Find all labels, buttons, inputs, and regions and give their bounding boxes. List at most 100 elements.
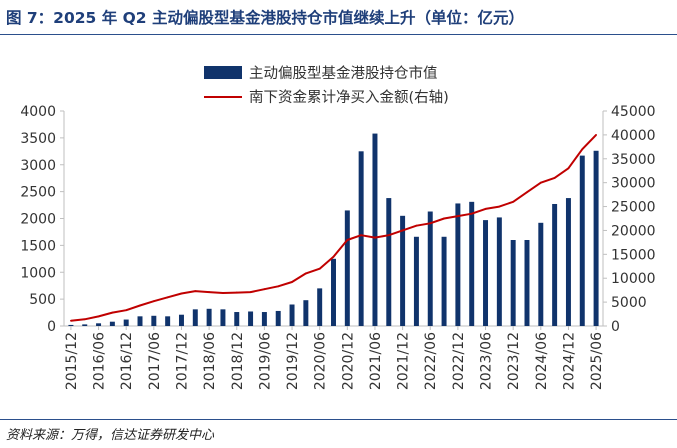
bar <box>344 210 350 326</box>
bar <box>261 312 267 326</box>
line-series <box>70 133 597 322</box>
x-tick-label: 2021/12 <box>396 332 412 390</box>
y-left-tick-label: 4000 <box>20 104 56 120</box>
line-point <box>470 212 473 215</box>
bar <box>317 288 323 326</box>
bar <box>483 220 489 326</box>
line-point <box>332 255 335 258</box>
line-point <box>249 291 252 293</box>
bar <box>248 311 254 326</box>
x-tick-label: 2018/12 <box>230 332 246 390</box>
bar <box>593 150 599 326</box>
line-point <box>235 291 238 294</box>
line-point <box>346 239 349 241</box>
x-tick-label: 2019/12 <box>285 332 301 390</box>
x-tick-label: 2018/06 <box>202 332 218 390</box>
line-point <box>222 292 224 294</box>
line-point <box>539 181 542 184</box>
line-point <box>139 304 141 307</box>
line-point <box>263 288 266 291</box>
bar <box>220 309 226 326</box>
bar <box>331 258 336 326</box>
x-tick-label: 2015/12 <box>64 332 80 390</box>
bar <box>400 215 406 326</box>
title-rule <box>0 34 677 35</box>
y-right-tick-label: 40000 <box>611 128 656 144</box>
axes: 0500100015002000250030003500400005000100… <box>20 104 655 390</box>
y-left-tick-label: 2500 <box>20 185 56 201</box>
line-point <box>581 148 584 151</box>
y-right-tick-label: 45000 <box>611 104 656 120</box>
bar <box>579 155 585 326</box>
line-point <box>152 300 155 303</box>
x-tick-label: 2017/06 <box>147 332 163 390</box>
bar <box>275 310 281 326</box>
line-point <box>70 319 72 322</box>
bar <box>552 203 558 326</box>
legend: 主动偏股型基金港股持仓市值 南下资金累计净买入金额(右轴) <box>204 65 449 106</box>
y-left-tick-label: 2000 <box>20 212 56 228</box>
line-point <box>429 222 432 225</box>
line-point <box>387 234 390 237</box>
line-point <box>374 236 376 239</box>
bar <box>469 201 475 326</box>
line-point <box>360 234 363 237</box>
line-point <box>553 176 556 179</box>
line-point <box>111 311 114 314</box>
y-left-tick-label: 0 <box>47 319 56 335</box>
x-tick-label: 2025/06 <box>589 332 605 390</box>
line-point <box>484 208 487 210</box>
y-right-tick-label: 35000 <box>611 152 656 168</box>
x-tick-label: 2024/06 <box>534 332 550 390</box>
line-point <box>208 291 211 293</box>
bar <box>510 240 516 326</box>
legend-bar-swatch <box>204 66 242 79</box>
x-tick-label: 2020/06 <box>313 332 329 390</box>
line-point <box>304 272 307 275</box>
line-point <box>166 296 169 299</box>
y-right-tick-label: 30000 <box>611 176 656 192</box>
x-tick-label: 2022/06 <box>423 332 439 390</box>
bar <box>234 312 240 326</box>
chart: 主动偏股型基金港股持仓市值 南下资金累计净买入金额(右轴) 0 500 1000 15… <box>20 65 655 390</box>
bar <box>178 314 184 326</box>
y-right-tick-label: 5000 <box>611 295 647 311</box>
line-point <box>498 205 501 208</box>
y-left-tick-label: 3000 <box>20 158 56 174</box>
bar <box>82 324 88 326</box>
y-right-tick-label: 0 <box>611 319 620 335</box>
line-point <box>595 133 597 136</box>
bar <box>192 309 198 326</box>
bar <box>413 236 419 326</box>
x-tick-label: 2016/12 <box>119 332 135 390</box>
bar <box>303 300 309 326</box>
bar <box>386 198 392 326</box>
bar <box>427 211 433 326</box>
line-point <box>567 167 570 170</box>
x-tick-label: 2023/12 <box>506 332 522 390</box>
legend-line-label: 南下资金累计净买入金额(右轴) <box>249 89 449 106</box>
legend-bar-label: 主动偏股型基金港股持仓市值 <box>249 65 438 82</box>
y-right-tick-label: 20000 <box>611 223 656 239</box>
x-tick-label: 2024/12 <box>561 332 577 390</box>
bar <box>441 236 447 326</box>
bar <box>372 133 378 326</box>
y-left-tick-label: 3500 <box>20 131 56 147</box>
x-tick-label: 2021/06 <box>368 332 384 390</box>
x-tick-label: 2016/06 <box>92 332 108 390</box>
x-tick-label: 2019/06 <box>257 332 273 390</box>
line-point <box>512 200 515 203</box>
line-point <box>456 215 459 218</box>
bar <box>137 316 143 326</box>
line-point <box>443 217 445 220</box>
bar <box>206 308 212 326</box>
x-tick-label: 2023/06 <box>479 332 495 390</box>
bar <box>538 222 544 326</box>
line-point <box>97 315 100 318</box>
bar <box>165 316 171 326</box>
bar <box>151 315 157 326</box>
source-note: 资料来源：万得，信达证券研发中心 <box>6 428 215 443</box>
x-tick-label: 2020/12 <box>340 332 356 390</box>
x-tick-label: 2017/12 <box>174 332 190 390</box>
line-point <box>83 318 86 321</box>
